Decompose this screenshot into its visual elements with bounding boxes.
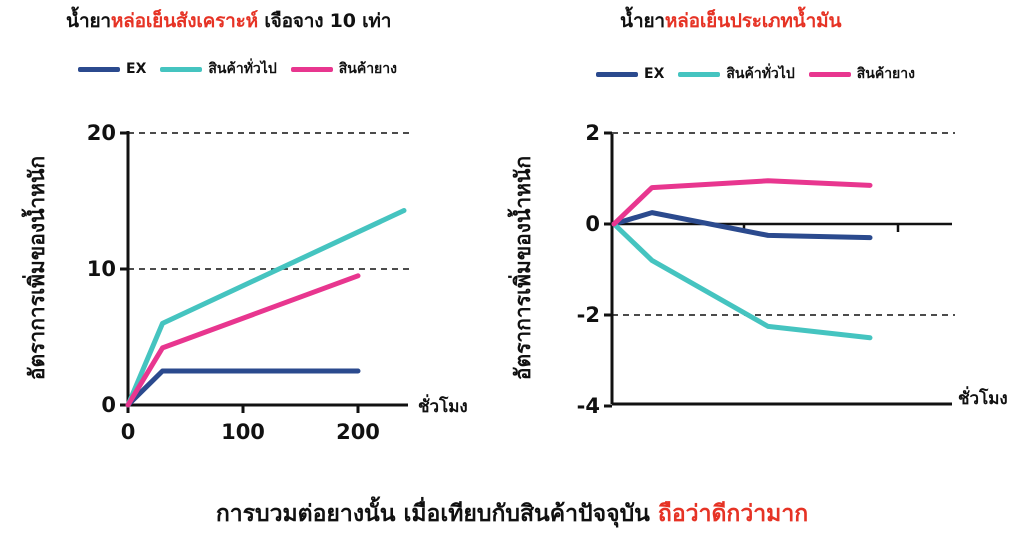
left-series-ex-line	[125, 368, 361, 408]
legend-item-rubber: สินค้ายาง	[808, 63, 915, 85]
footer-main-text: การบวมต่อยางนั้น เมื่อเทียบกับสินค้าปัจจ…	[215, 501, 658, 527]
right-legend: EX สินค้าทั่วไป สินค้ายาง	[596, 63, 915, 85]
left-title-part3: เจือจาง 10 เท่า	[257, 10, 392, 32]
left-x-axis-label: ชั่วโมง	[418, 394, 468, 417]
right-y-axis-label: อัตราการเพิ่มของน้ำหนัก	[507, 156, 535, 380]
footer-highlight-text: ถือว่าดีกว่ามาก	[657, 501, 809, 527]
left-y-axis-label: อัตราการเพิ่มของน้ำหนัก	[21, 156, 49, 380]
right-y-tick-label: 0	[585, 212, 600, 236]
legend-label-general: สินค้าทั่วไป	[726, 66, 795, 82]
left-y-tick-label: 20	[87, 121, 116, 145]
legend-label-general: สินค้าทั่วไป	[208, 61, 277, 77]
legend-label-rubber: สินค้ายาง	[856, 66, 915, 82]
left-title-highlight: หล่อเย็นสังเคราะห์	[110, 10, 258, 32]
right-series-ex-line	[611, 210, 873, 241]
left-series-general-line	[125, 208, 407, 408]
left-x-tick-label: 200	[336, 420, 380, 444]
left-x-tick-label: 0	[121, 420, 136, 444]
left-title-part1: น้ำยา	[66, 10, 111, 32]
legend-item-general: สินค้าทั่วไป	[160, 58, 277, 80]
right-x-axis-label: ชั่วโมง	[958, 386, 1008, 409]
left-legend: EX สินค้าทั่วไป สินค้ายาง	[78, 58, 397, 80]
legend-swatch-general	[160, 66, 203, 72]
right-chart-title: น้ำยาหล่อเย็นประเภทน้ำมัน	[620, 6, 841, 36]
legend-swatch-ex	[596, 71, 638, 77]
left-y-tick-label: 10	[87, 257, 116, 281]
right-y-tick-label: -2	[577, 303, 600, 327]
legend-swatch-rubber	[808, 71, 851, 77]
legend-item-ex: EX	[596, 66, 664, 82]
legend-label-rubber: สินค้ายาง	[338, 61, 397, 77]
legend-swatch-general	[678, 71, 721, 77]
left-y-tick-label: 0	[101, 393, 116, 417]
legend-label-ex: EX	[644, 66, 665, 82]
left-x-tick-label: 100	[221, 420, 265, 444]
legend-swatch-ex	[78, 66, 120, 72]
right-series-rubber-line	[611, 178, 873, 227]
right-title-part1: น้ำยา	[620, 10, 665, 32]
legend-item-rubber: สินค้ายาง	[290, 58, 397, 80]
legend-swatch-rubber	[290, 66, 333, 72]
left-chart-title: น้ำยาหล่อเย็นสังเคราะห์ เจือจาง 10 เท่า	[66, 6, 391, 36]
left-series-rubber-line	[125, 273, 361, 408]
legend-label-ex: EX	[126, 61, 147, 77]
legend-item-general: สินค้าทั่วไป	[678, 63, 795, 85]
right-title-highlight: หล่อเย็นประเภทน้ำมัน	[664, 10, 842, 32]
right-y-tick-label: -4	[577, 394, 600, 418]
footer-caption: การบวมต่อยางนั้น เมื่อเทียบกับสินค้าปัจจ…	[0, 496, 1024, 532]
right-y-tick-label: 2	[585, 121, 600, 145]
legend-item-ex: EX	[78, 61, 146, 77]
right-series-general-line	[611, 221, 873, 341]
